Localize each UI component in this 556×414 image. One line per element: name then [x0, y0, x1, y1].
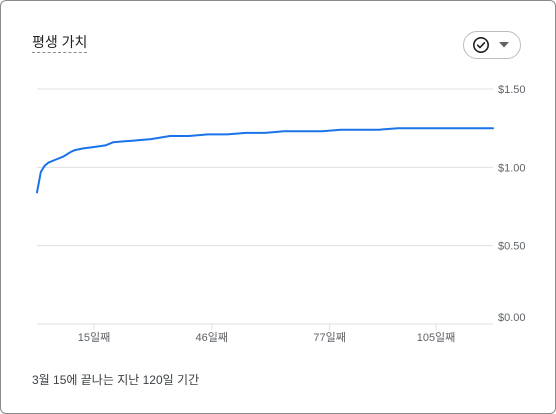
x-tick-label: 77일째	[313, 330, 345, 344]
caret-down-icon	[499, 42, 509, 48]
y-tick-label: $0.50	[498, 241, 526, 253]
date-range-caption: 3월 15에 끝나는 지난 120일 기간	[32, 373, 200, 387]
check-circle-icon	[472, 36, 490, 54]
x-axis-ticks: 15일째 46일째 77일째 105일째	[78, 324, 456, 344]
grid-layer	[37, 88, 493, 325]
card-title[interactable]: 평생 가치	[32, 34, 88, 53]
x-tick-label: 46일째	[196, 330, 228, 344]
y-axis-ticks: $0.00 $0.50 $1.00 $1.50	[498, 84, 526, 324]
x-tick-label: 15일째	[78, 330, 110, 344]
y-tick-label: $1.00	[498, 162, 526, 174]
series-layer	[36, 127, 494, 194]
y-tick-label: $1.50	[498, 84, 526, 96]
lifetime-value-chart: $0.00 $0.50 $1.00 $1.50 15일째 46일째 77일째 105일째	[36, 84, 526, 344]
series-line[interactable]	[36, 127, 494, 194]
x-tick-label: 105일째	[417, 330, 456, 344]
metric-selector-button[interactable]	[463, 31, 521, 59]
y-tick-label: $0.00	[498, 312, 526, 324]
